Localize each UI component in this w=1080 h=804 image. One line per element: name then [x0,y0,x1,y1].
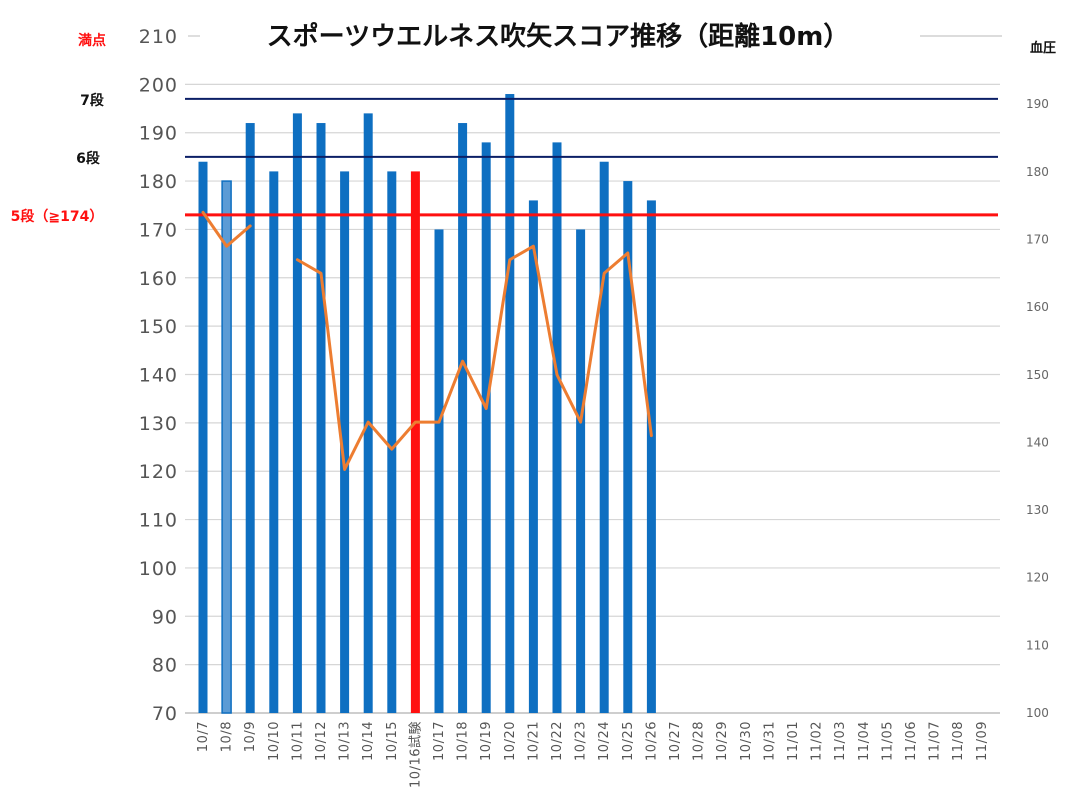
x-tick-label: 10/11 [290,721,305,761]
y-tick-label: 80 [152,655,178,677]
bar [599,161,609,713]
x-tick-label: 10/13 [338,721,353,761]
reference-label: 5段（≧174） [11,208,104,225]
y2-tick-label: 100 [1026,706,1049,720]
gridlines [185,35,1002,714]
x-tick-label: 10/25 [621,721,636,761]
y-tick-label: 100 [139,558,178,580]
y-tick-label: 150 [139,316,178,338]
y-tick-label: 90 [152,606,178,628]
x-tick-label: 11/06 [904,721,919,761]
bar [552,142,562,713]
y-tick-label: 110 [139,510,178,532]
y-axis-right: 100 110 120 130 140 150 160 170 180 190 [1026,97,1049,720]
y-tick-label: 170 [139,219,178,241]
y2-tick-label: 140 [1026,435,1049,449]
y2-tick-label: 170 [1026,232,1049,246]
x-tick-label: 10/19 [479,721,494,761]
x-tick-label: 10/15 [385,721,400,761]
x-tick-label: 11/09 [975,721,990,761]
chart-title: スポーツウエルネス吹矢スコア推移（距離10m） [267,21,850,52]
bar [292,113,302,713]
x-tick-label: 10/22 [550,721,565,761]
y2-tick-label: 150 [1026,368,1049,382]
y2-axis-label: 血圧 [1030,40,1056,56]
bar [646,200,656,713]
y2-tick-label: 160 [1026,300,1049,314]
x-tick-label: 10/8 [220,721,235,752]
bar [410,171,420,713]
x-tick-label: 11/02 [810,721,825,761]
bar [576,229,586,713]
y-axis-left: 70 80 90 100 110 120 130 140 150 160 170 180 190 200 2… [139,26,178,725]
y-tick-label: 120 [139,461,178,483]
bar [434,229,444,713]
x-tick-label: 10/31 [762,721,777,761]
bar [316,123,326,714]
x-tick-label: 10/23 [574,721,589,761]
reference-lines [185,97,998,217]
x-tick-label: 10/28 [692,721,707,761]
bar [505,94,515,714]
y-tick-label: 130 [139,413,178,435]
bar [481,142,491,713]
blood-pressure-line [201,210,653,471]
bar-series [198,94,656,714]
x-tick-label: 11/01 [786,721,801,761]
reference-labels: 満点 7段 6段 5段（≧174） [11,32,106,225]
x-tick-label: 10/12 [314,721,329,761]
x-tick-label: 10/10 [267,721,282,761]
x-tick-label: 10/24 [597,721,612,761]
y2-tick-label: 130 [1026,503,1049,517]
x-tick-label: 10/26 [644,721,659,761]
bar [528,200,538,713]
y2-tick-label: 180 [1026,165,1049,179]
x-tick-label: 10/16試験 [407,721,423,788]
bar [340,171,350,713]
reference-label: 6段 [76,150,100,167]
x-tick-label: 11/04 [857,721,872,761]
bar [221,180,232,714]
x-tick-label: 10/17 [432,721,447,761]
x-tick-label: 10/30 [739,721,754,761]
bar [269,171,279,713]
x-tick-label: 10/14 [361,721,376,761]
y-tick-label: 70 [152,703,178,725]
y-tick-label: 200 [139,74,178,96]
x-tick-label: 10/18 [456,721,471,761]
line-segment [295,244,653,471]
bar [363,113,373,713]
y-tick-label: 190 [139,123,178,145]
y2-tick-label: 110 [1026,638,1049,652]
bar [198,161,208,713]
bar [623,181,633,714]
y-tick-label: 140 [139,365,178,387]
x-tick-label: 10/9 [243,721,258,752]
y2-tick-label: 190 [1026,97,1049,111]
x-tick-label: 10/7 [196,721,211,752]
y-tick-label: 160 [139,268,178,290]
bar [245,123,255,714]
bar [387,171,397,713]
x-tick-label: 11/03 [833,721,848,761]
x-tick-label: 11/07 [928,721,943,761]
reference-label: 満点 [78,32,106,49]
line-segment [201,210,252,248]
x-tick-label: 10/27 [668,721,683,761]
x-tick-label: 11/05 [880,721,895,761]
y-tick-label: 210 [139,26,178,48]
x-axis: 10/7 10/8 10/9 10/10 10/11 10/12 10/13 10/14 10/… [196,721,990,788]
x-tick-label: 10/29 [715,721,730,761]
y-tick-label: 180 [139,171,178,193]
x-tick-label: 10/20 [503,721,518,761]
x-tick-label: 10/21 [526,721,541,761]
x-tick-label: 11/08 [951,721,966,761]
reference-label: 7段 [80,92,104,109]
bar [458,123,468,714]
y2-tick-label: 120 [1026,571,1049,585]
